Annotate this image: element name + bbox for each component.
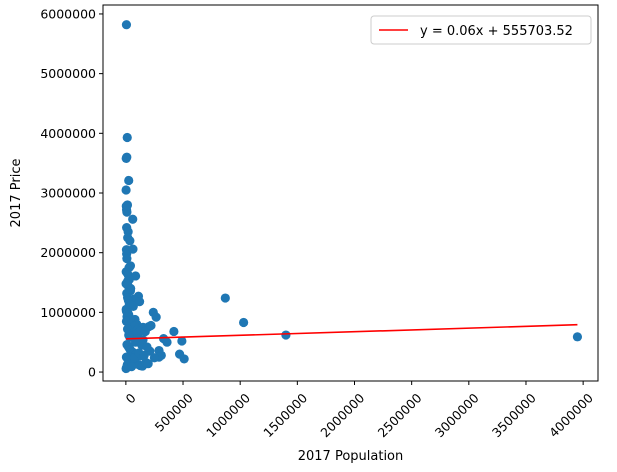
legend-box xyxy=(370,15,592,45)
scatter-point xyxy=(179,354,189,364)
scatter-series xyxy=(121,20,583,374)
scatter-point xyxy=(281,330,291,340)
scatter-point xyxy=(151,312,161,322)
y-tick-label: 6000000 xyxy=(40,6,96,21)
x-tick-label: 500000 xyxy=(152,390,196,434)
scatter-point xyxy=(142,342,152,352)
x-tick-label: 2000000 xyxy=(317,390,367,440)
regression-line xyxy=(125,323,578,340)
y-tick-label: 2000000 xyxy=(40,245,96,260)
scatter-point xyxy=(128,301,138,311)
scatter-point xyxy=(122,132,132,143)
regression-series xyxy=(125,323,578,340)
scatter-point xyxy=(121,185,131,195)
plot-area-frame xyxy=(102,4,599,382)
scatter-point xyxy=(149,353,160,363)
x-tick-label: 2500000 xyxy=(375,390,425,440)
y-axis-title: 2017 Price xyxy=(9,159,24,228)
scatter-point xyxy=(169,326,179,337)
scatter-point xyxy=(122,254,132,264)
y-tick-label: 0 xyxy=(88,365,96,380)
scatter-point xyxy=(128,244,138,254)
scatter-point xyxy=(125,236,135,246)
scatter-point xyxy=(572,332,583,342)
scatter-point xyxy=(162,337,172,347)
scatter-point xyxy=(124,175,134,186)
scatter-point xyxy=(220,293,230,303)
legend: y = 0.06x + 555703.52 xyxy=(370,15,592,45)
scatter-point xyxy=(122,207,132,217)
scatter-point xyxy=(121,153,131,163)
x-tick-label: 4000000 xyxy=(546,390,596,440)
y-tick-label: 3000000 xyxy=(40,186,96,201)
x-tick-label: 3000000 xyxy=(432,390,482,440)
scatter-point xyxy=(126,362,137,372)
x-tick-label: 0 xyxy=(123,390,139,406)
x-tick-label: 1000000 xyxy=(203,390,253,440)
scatter-point xyxy=(134,297,145,307)
scatter-point xyxy=(122,200,133,210)
scatter-point xyxy=(177,336,187,346)
y-tick-label: 4000000 xyxy=(40,126,96,141)
x-tick-label: 3500000 xyxy=(489,390,539,440)
scatter-point xyxy=(128,214,138,224)
scatter-point xyxy=(140,326,150,337)
x-axis-title: 2017 Population xyxy=(298,449,404,464)
scatter-point xyxy=(146,320,156,331)
scatter-point xyxy=(143,359,153,369)
scatter-point xyxy=(239,317,249,328)
scatter-point xyxy=(121,20,132,30)
y-axis: 0 1000000 2000000 3000000 4000000 5000000 6000… xyxy=(40,6,103,380)
y-tick-label: 5000000 xyxy=(40,66,96,81)
x-axis: 0 500000 1000000 1500000 2000000 2500000 30000… xyxy=(123,381,596,440)
x-tick-label: 1500000 xyxy=(260,390,310,440)
y-tick-label: 1000000 xyxy=(40,305,96,320)
legend-label: y = 0.06x + 555703.52 xyxy=(420,24,573,39)
